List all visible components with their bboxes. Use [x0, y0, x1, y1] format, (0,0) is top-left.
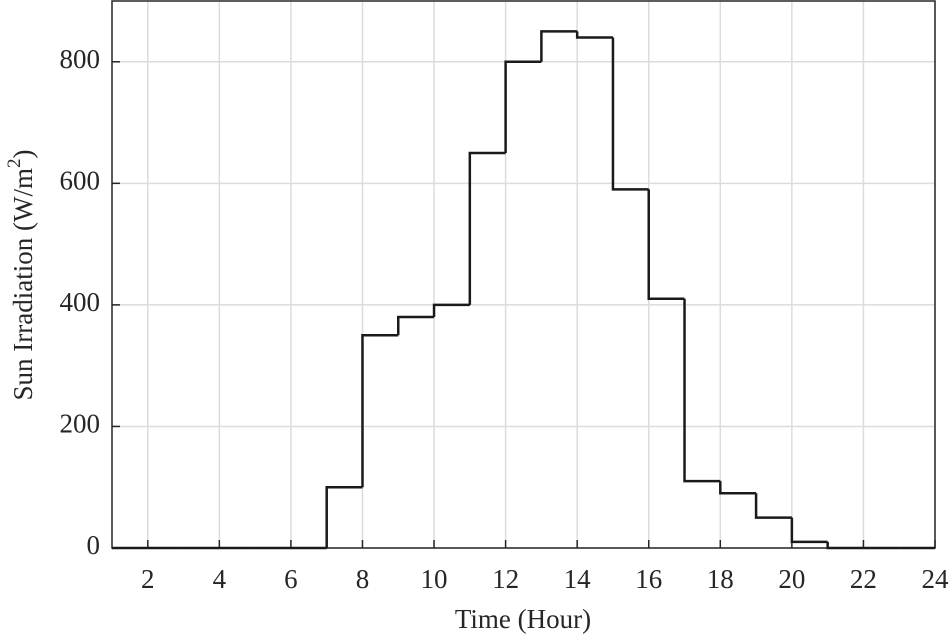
- y-tick-label: 400: [60, 287, 101, 317]
- step: [468, 151, 506, 305]
- y-axis-label-text: Sun Irradiation (W/m: [8, 168, 38, 400]
- step: [647, 189, 685, 301]
- x-tick-label: 18: [707, 564, 734, 594]
- x-tick-label: 10: [421, 564, 448, 594]
- x-tick-label: 22: [850, 564, 877, 594]
- step: [719, 481, 757, 495]
- y-tick-label: 600: [60, 166, 101, 196]
- step: [432, 303, 470, 318]
- x-tick-label: 24: [922, 564, 950, 594]
- x-tick-label: 8: [356, 564, 370, 594]
- step: [826, 541, 864, 550]
- step: [683, 298, 721, 483]
- y-tick-label: 200: [60, 409, 101, 439]
- y-axis-label-end: ): [8, 150, 38, 159]
- step: [611, 37, 649, 191]
- y-tick-label: 0: [87, 530, 101, 560]
- x-tick-label: 6: [284, 564, 298, 594]
- step: [575, 31, 613, 39]
- x-tick-label: 16: [635, 564, 662, 594]
- x-axis-label: Time (Hour): [455, 604, 591, 634]
- y-axis-label-sup: 2: [4, 159, 25, 169]
- step: [361, 334, 399, 488]
- x-tick-label: 4: [213, 564, 227, 594]
- step: [754, 493, 792, 519]
- x-tick-label: 20: [778, 564, 805, 594]
- x-tick-label: 14: [564, 564, 592, 594]
- step: [504, 60, 542, 153]
- y-axis-label: Sun Irradiation (W/m2): [4, 150, 38, 401]
- step: [325, 485, 363, 548]
- y-tick-label: 800: [60, 44, 101, 74]
- plot-frame: [111, 0, 936, 549]
- step: [790, 517, 828, 544]
- step: [540, 30, 578, 62]
- x-tick-label: 12: [492, 564, 519, 594]
- x-tick-label: 2: [141, 564, 155, 594]
- step: [397, 315, 435, 336]
